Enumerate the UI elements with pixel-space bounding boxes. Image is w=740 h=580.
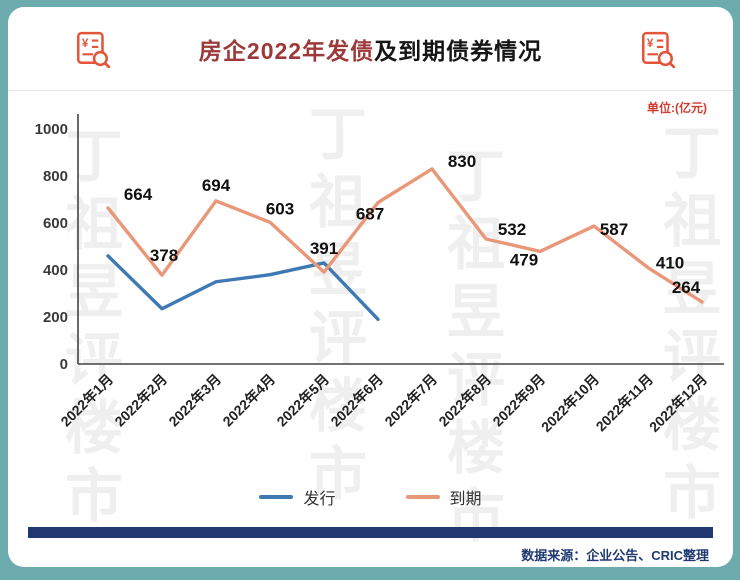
receipt-search-icon: ¥: [76, 31, 111, 68]
unit-label: 单位:(亿元): [647, 101, 707, 115]
svg-text:410: 410: [656, 254, 684, 273]
data-source: 数据来源：企业公告、CRIC整理: [521, 548, 709, 563]
svg-text:664: 664: [124, 185, 153, 204]
svg-text:¥: ¥: [647, 37, 654, 50]
chart-title: 房企2022年发债及到期债券情况: [199, 32, 542, 66]
svg-text:2022年3月: 2022年3月: [165, 371, 224, 430]
svg-text:830: 830: [448, 152, 476, 171]
chart-header: ¥ 房企2022年发债及到期债券情况 ¥: [8, 7, 733, 91]
svg-text:687: 687: [356, 205, 384, 224]
svg-text:264: 264: [672, 278, 701, 297]
legend-item-maturity: 到期: [405, 485, 482, 509]
svg-text:0: 0: [60, 356, 68, 373]
svg-text:200: 200: [43, 309, 68, 326]
svg-text:2022年7月: 2022年7月: [381, 371, 440, 430]
svg-text:2022年9月: 2022年9月: [489, 371, 548, 430]
legend-swatch-maturity: [405, 495, 440, 499]
svg-text:2022年10月: 2022年10月: [538, 371, 602, 435]
line-chart: 020040060080010002022年1月2022年2月2022年3月20…: [35, 114, 724, 435]
svg-text:603: 603: [266, 199, 294, 218]
title-part2: 及到期债券情况: [374, 37, 543, 64]
svg-text:378: 378: [150, 246, 178, 265]
legend-label-maturity: 到期: [449, 491, 482, 508]
svg-text:2022年6月: 2022年6月: [327, 371, 386, 430]
svg-text:¥: ¥: [82, 37, 89, 50]
chart-card: 丁祖昱评楼市 丁祖昱评楼市 丁祖昱评楼市 丁祖昱评楼市 ¥ 房企2022年发债及…: [8, 7, 733, 567]
svg-text:2022年5月: 2022年5月: [273, 371, 332, 430]
svg-text:2022年12月: 2022年12月: [646, 371, 710, 435]
legend-label-issuance: 发行: [303, 491, 336, 508]
svg-text:694: 694: [202, 176, 231, 195]
bottom-bar: [28, 527, 713, 538]
svg-text:2022年8月: 2022年8月: [435, 371, 494, 430]
svg-text:1000: 1000: [35, 121, 68, 138]
receipt-search-icon: ¥: [641, 31, 676, 68]
svg-text:532: 532: [498, 220, 526, 239]
svg-text:2022年2月: 2022年2月: [111, 371, 170, 430]
svg-text:587: 587: [600, 220, 628, 239]
title-part1: 房企2022年发债: [198, 37, 375, 64]
svg-text:2022年1月: 2022年1月: [57, 371, 116, 430]
svg-text:400: 400: [43, 262, 68, 279]
svg-text:600: 600: [43, 215, 68, 232]
legend-swatch-issuance: [259, 495, 294, 499]
svg-text:391: 391: [310, 239, 338, 258]
svg-text:800: 800: [43, 168, 68, 185]
legend-item-issuance: 发行: [259, 485, 336, 509]
svg-text:479: 479: [510, 250, 538, 269]
chart-legend: 发行 到期: [8, 485, 733, 509]
svg-text:2022年4月: 2022年4月: [219, 371, 278, 430]
